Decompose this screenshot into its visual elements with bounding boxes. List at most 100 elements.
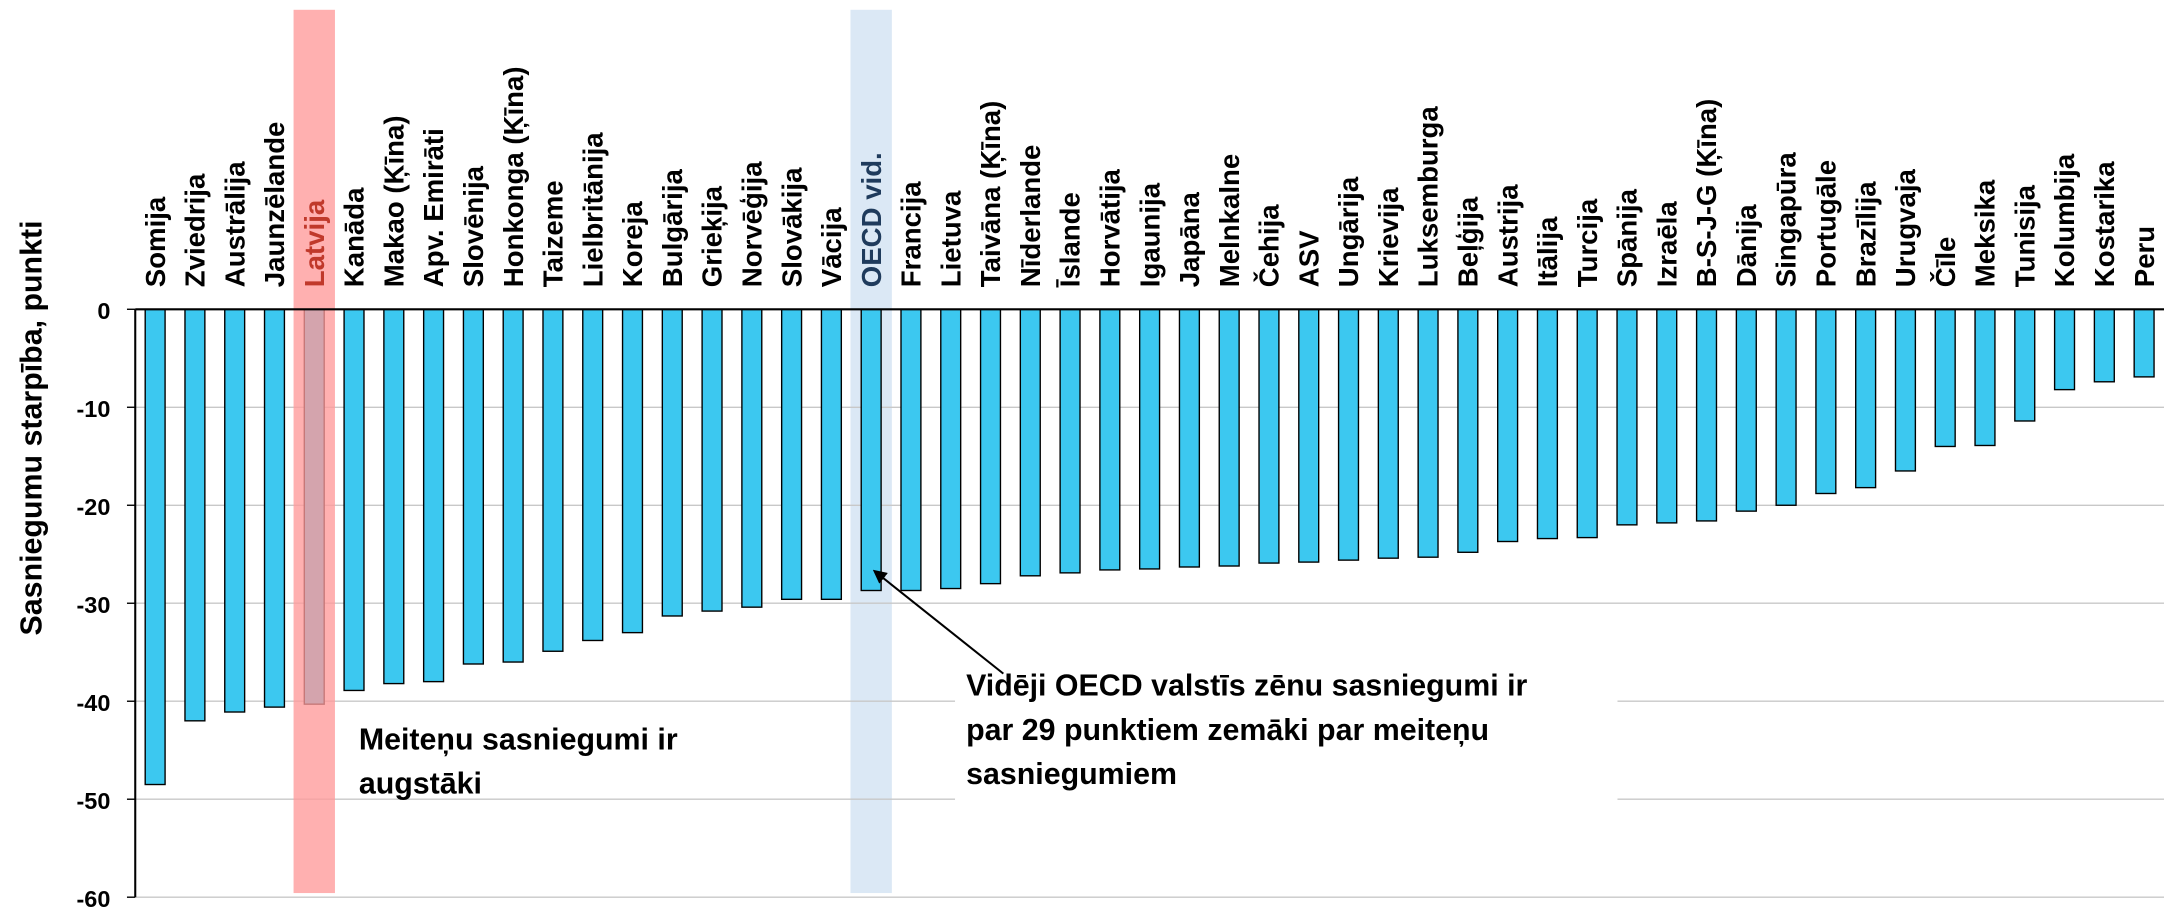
bar (2093, 308, 2115, 383)
bar (1616, 308, 1638, 526)
x-tick-label: Taivāna (Ķīna) (975, 101, 1006, 288)
front-layer: Somija Zviedrija Austrālija Jaunzēlande Latv… (134, 9, 2164, 898)
bar (343, 308, 365, 692)
bar (1019, 308, 1041, 577)
annotation-text: augstāki (359, 768, 482, 801)
bar (2133, 308, 2155, 378)
bar (1894, 308, 1917, 472)
x-tick-label: Luksemburga (1413, 106, 1444, 288)
x-tick-label: Krievija (1373, 187, 1404, 287)
x-tick-label: Kolumbija (2049, 153, 2080, 287)
bar (1775, 308, 1797, 506)
y-tick-label: -30 (77, 592, 111, 618)
highlight-band (293, 9, 335, 894)
bar (1536, 308, 1559, 540)
bar (1258, 308, 1280, 564)
bar (1337, 308, 1360, 561)
x-tick-label: Horvātija (1095, 168, 1126, 287)
x-tick-label: Izraēla (1651, 201, 1682, 288)
x-tick-label: Koreja (617, 201, 648, 288)
bar (1138, 308, 1161, 570)
bar (462, 308, 485, 665)
y-tick-label: -50 (77, 788, 111, 814)
x-tick-label: Turcija (1572, 198, 1603, 287)
bar (1218, 308, 1240, 567)
bar (1815, 308, 1837, 495)
x-tick-label: Itālija (1532, 216, 1563, 287)
y-tick-label: -40 (77, 690, 111, 716)
bar (582, 308, 604, 642)
bar (383, 308, 405, 685)
bar (422, 308, 445, 683)
x-tick-label: Bulgārija (657, 168, 688, 287)
bar (1974, 308, 1996, 447)
y-tick-label: 0 (97, 298, 110, 324)
x-tick-label: Lielbritānija (577, 132, 608, 288)
x-tick-label: Kostarika (2089, 161, 2120, 287)
bar (860, 308, 882, 592)
x-tick-label: Kanāda (339, 187, 370, 287)
y-tick-label: -60 (77, 886, 111, 907)
x-tick-label: Taizeme (538, 180, 569, 287)
x-tick-label: Melnkalne (1214, 154, 1245, 287)
bar (1099, 308, 1121, 571)
x-tick-label: Singapūra (1771, 152, 1802, 288)
bar (263, 308, 286, 708)
bar (1695, 308, 1718, 522)
x-tick-label: Honkonga (Ķīna) (498, 66, 529, 287)
bar (940, 308, 962, 590)
bar (224, 308, 246, 713)
x-tick-label: Meksika (1970, 179, 2001, 287)
bar (1178, 308, 1201, 568)
x-tick-label: Apv. Emirāti (418, 128, 449, 287)
x-tick-label: Nīderlande (1015, 145, 1046, 288)
x-tick-label: Īslande (1055, 192, 1086, 288)
annotation-text: Vidēji OECD valstīs zēnu sasniegumi ir (966, 670, 1527, 703)
x-tick-label: Spānija (1612, 188, 1643, 287)
x-tick-label: Dānija (1731, 204, 1762, 287)
x-tick-label: ASV (1293, 230, 1324, 287)
x-tick-label: B-S-J-G (Ķīna) (1691, 99, 1722, 288)
x-tick-label: Igaunija (1134, 182, 1165, 287)
x-tick-label: Slovākija (776, 167, 807, 287)
x-tick-label: Vācija (816, 207, 847, 287)
x-tick-label: Francija (896, 181, 927, 287)
x-tick-label: Čehija (1253, 204, 1285, 287)
bar (780, 308, 803, 601)
y-axis-label: Sasniegumu starpība, punkti (15, 220, 48, 635)
x-tick-label: Slovēnija (458, 165, 489, 287)
x-tick-label: Ungārija (1333, 176, 1364, 287)
bar (1059, 308, 1081, 574)
bar (184, 308, 206, 722)
bar (701, 308, 723, 612)
bar (1497, 308, 1519, 543)
bar (1298, 308, 1320, 563)
y-tick-label: -10 (77, 396, 111, 422)
bar (542, 308, 564, 652)
bar (1735, 308, 1757, 512)
bar (621, 308, 644, 634)
bar (1457, 308, 1479, 553)
x-tick-label: Peru (2129, 226, 2160, 287)
bar (144, 308, 166, 786)
bar (979, 308, 1002, 585)
x-tick-label: Beļģija (1453, 196, 1484, 287)
x-tick-label: Lietuva (935, 190, 966, 287)
x-tick-label: Jaunzēlande (259, 122, 290, 288)
x-tick-label: Grieķija (697, 185, 728, 287)
x-tick-label: Čīle (1929, 237, 1961, 288)
x-tick-label: Makao (Ķīna) (378, 115, 409, 287)
bar (1576, 308, 1598, 539)
x-tick-label: Japāna (1174, 191, 1205, 287)
bar (1934, 308, 1956, 448)
bar (2053, 308, 2076, 391)
annotation-text: Meiteņu sasniegumi ir (359, 724, 678, 757)
x-tick-label: Urugvaja (1890, 168, 1921, 287)
bar (1656, 308, 1678, 524)
bar (1417, 308, 1439, 558)
x-tick-label: OECD vid. (856, 152, 887, 287)
annotation-bg (955, 659, 1618, 804)
y-tick-label: -20 (77, 494, 111, 520)
x-tick-label: Somija (140, 196, 171, 287)
